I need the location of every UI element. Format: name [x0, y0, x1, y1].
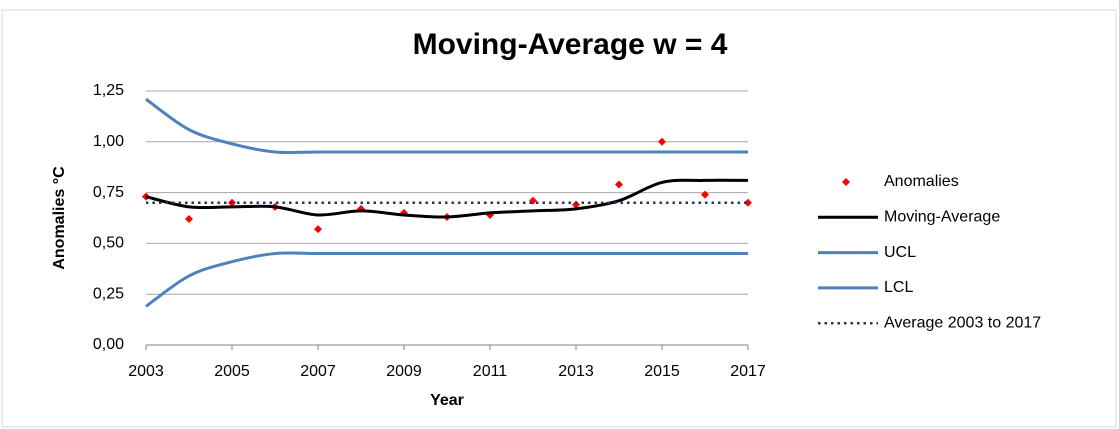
x-tick-label: 2011: [473, 363, 508, 380]
y-axis-label: Anomalies °C: [51, 166, 68, 270]
x-tick-label: 2017: [730, 363, 766, 380]
x-tick-label: 2003: [128, 363, 164, 380]
series-line: [145, 178, 749, 219]
data-point: [615, 180, 623, 189]
data-point: [572, 200, 580, 209]
y-tick-label: 1,00: [93, 133, 124, 150]
x-tick-label: 2013: [558, 363, 594, 380]
legend-label: Moving-Average: [884, 209, 1000, 226]
data-point: [701, 190, 709, 199]
y-tick-label: 0,25: [93, 285, 124, 302]
data-point: [658, 137, 666, 146]
x-tick-label: 2015: [644, 363, 680, 380]
y-tick-label: 0,75: [93, 184, 124, 201]
legend-marker: [842, 178, 850, 186]
x-tick-label: 2007: [300, 363, 336, 380]
legend-label: Average 2003 to 2017: [884, 314, 1041, 331]
x-tick-label: 2005: [214, 363, 250, 380]
data-point: [185, 215, 193, 224]
y-tick-label: 0,00: [93, 336, 124, 353]
y-tick-label: 0,50: [93, 235, 124, 252]
data-point: [744, 198, 752, 207]
chart-title: Moving-Average w = 4: [413, 28, 728, 61]
series-line: [145, 251, 748, 308]
x-tick-label: 2009: [386, 363, 422, 380]
legend-label: Anomalies: [884, 173, 959, 190]
x-axis-label: Year: [430, 392, 464, 409]
y-tick-label: 1,25: [93, 82, 124, 99]
legend-label: LCL: [884, 279, 913, 296]
legend-label: UCL: [884, 244, 916, 261]
data-point: [314, 225, 322, 234]
series-line: [145, 97, 748, 155]
